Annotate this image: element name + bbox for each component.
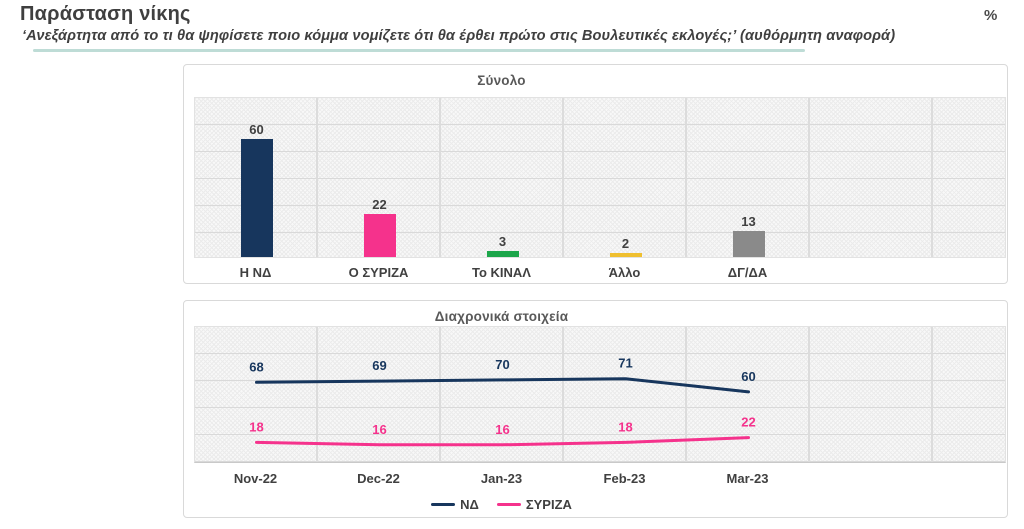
point-value-label: 18 (618, 419, 632, 434)
point-value-label: 60 (741, 369, 755, 384)
point-value-label: 22 (741, 415, 755, 430)
line-plot-area: 68 69 70 71 60 18 16 16 18 22 (194, 326, 1006, 463)
category-label: Άλλο (608, 265, 641, 280)
time-axis-label: Feb-23 (603, 471, 646, 486)
point-value-label: 68 (249, 359, 263, 374)
point-value-label: 71 (618, 356, 632, 371)
bar (609, 253, 642, 257)
category-label: Το ΚΙΝΑΛ (472, 265, 531, 280)
bar-series: 60 22 3 2 13 (195, 98, 1005, 257)
legend-item-ΣΥΡΙΖΑ: ΣΥΡΙΖΑ (496, 497, 572, 512)
legend-item-ΝΔ: ΝΔ (431, 497, 479, 512)
legend-line-swatch (496, 503, 521, 506)
chart-legend: ΝΔ ΣΥΡΙΖΑ (194, 497, 809, 512)
bar-cell: 3 (441, 98, 564, 257)
page-title: Παράσταση νίκης (20, 3, 191, 25)
time-axis: Nov-22 Dec-22 Jan-23 Feb-23 Mar-23 (194, 471, 809, 486)
bar (240, 139, 273, 257)
point-value-label: 18 (249, 419, 263, 434)
time-axis-label: Nov-22 (233, 471, 278, 486)
category-label: ΔΓ/ΔΑ (727, 265, 768, 280)
category-label: Ο ΣΥΡΙΖΑ (348, 265, 409, 280)
category-label: Η ΝΔ (239, 265, 272, 280)
bar-value-label: 60 (249, 122, 264, 137)
bar (363, 214, 396, 257)
time-axis-label: Jan-23 (480, 471, 523, 486)
legend-line-swatch (431, 503, 456, 506)
point-value-label: 69 (372, 358, 386, 373)
bar-value-label: 3 (498, 234, 507, 249)
time-axis-label: Dec-22 (357, 471, 400, 486)
page-subtitle: ‘Ανεξάρτητα από το τι θα ψηφίσετε ποιο κ… (22, 28, 896, 44)
point-value-label: 16 (372, 422, 386, 437)
line-chart-title: Διαχρονικά στοιχεία (434, 309, 569, 324)
bar-plot-area: 60 22 3 2 13 (194, 97, 1006, 258)
subtitle-accent-underline (33, 49, 805, 52)
trend-lines: 68 69 70 71 60 18 16 16 18 22 (249, 356, 756, 447)
bar-value-label: 13 (741, 214, 756, 229)
time-axis-label: Mar-23 (726, 471, 769, 486)
point-value-label: 16 (495, 422, 509, 437)
bar-category-axis: Η ΝΔ Ο ΣΥΡΙΖΑ Το ΚΙΝΑΛ Άλλο ΔΓ/ΔΑ (194, 265, 809, 280)
bar-cell: 22 (318, 98, 441, 257)
line-chart-panel: Διαχρονικά στοιχεία 68 69 70 71 60 18 16 16 18 22… (183, 300, 1008, 518)
legend-label: ΝΔ (460, 497, 479, 512)
bar-chart-title: Σύνολο (477, 73, 526, 88)
percent-unit-label: % (984, 7, 998, 24)
legend-label: ΣΥΡΙΖΑ (525, 497, 572, 512)
bar-cell: 60 (195, 98, 318, 257)
bar-cell: 13 (687, 98, 810, 257)
bar (732, 231, 765, 257)
bar-value-label: 2 (621, 236, 630, 251)
trend-line-ΝΔ (255, 377, 750, 394)
bar (486, 251, 519, 257)
trend-line-ΣΥΡΙΖΑ (255, 436, 750, 447)
bar-chart-panel: Σύνολο 60 22 3 2 13 Η ΝΔ Ο ΣΥΡΙΖΑ Το ΚΙΝΑΛ Άλλο… (183, 64, 1008, 284)
bar-cell: 2 (564, 98, 687, 257)
point-value-label: 70 (495, 357, 509, 372)
bar-value-label: 22 (372, 197, 387, 212)
